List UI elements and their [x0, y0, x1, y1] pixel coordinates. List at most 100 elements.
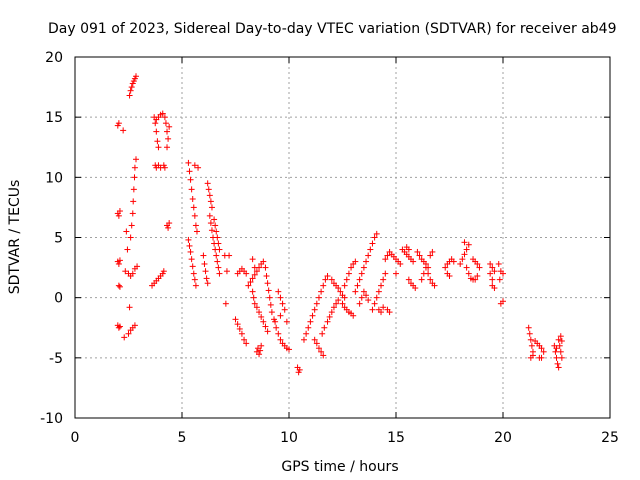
- data-point: [187, 248, 194, 255]
- data-point: [189, 195, 196, 202]
- data-point: [277, 294, 284, 301]
- data-point: [373, 294, 380, 301]
- data-point: [277, 312, 284, 319]
- data-point: [324, 273, 331, 280]
- data-point: [186, 242, 193, 249]
- data-point: [371, 234, 378, 241]
- data-point: [189, 263, 196, 270]
- data-point: [162, 120, 169, 127]
- data-point: [371, 300, 378, 307]
- data-point: [192, 222, 199, 229]
- data-point: [275, 288, 282, 295]
- data-point: [204, 180, 211, 187]
- data-point: [378, 282, 385, 289]
- data-point: [393, 270, 399, 277]
- data-point: [425, 270, 432, 277]
- data-point: [525, 324, 532, 331]
- data-point: [380, 304, 387, 311]
- y-tick-label: 15: [45, 110, 63, 126]
- x-tick-label: 5: [178, 430, 187, 446]
- data-point: [185, 159, 192, 166]
- data-point: [335, 297, 342, 304]
- x-tick-label: 10: [280, 430, 298, 446]
- data-point: [363, 292, 370, 299]
- data-point: [253, 304, 260, 311]
- data-point: [330, 304, 337, 311]
- data-point: [356, 300, 363, 307]
- data-point: [190, 270, 197, 277]
- data-point: [115, 282, 122, 289]
- data-point: [313, 300, 320, 307]
- data-point: [324, 318, 331, 325]
- data-point: [416, 252, 423, 259]
- data-point: [465, 270, 472, 277]
- data-point: [207, 198, 214, 205]
- data-point: [115, 212, 122, 219]
- data-point: [208, 204, 215, 211]
- data-point: [459, 256, 466, 263]
- data-point: [234, 321, 241, 328]
- data-point: [472, 276, 479, 283]
- data-point: [165, 224, 172, 231]
- data-point: [305, 324, 312, 331]
- data-point: [553, 345, 560, 352]
- data-point: [527, 336, 534, 343]
- data-point: [126, 92, 133, 99]
- data-point: [191, 276, 198, 283]
- data-point: [450, 258, 457, 265]
- data-point: [369, 306, 376, 313]
- data-point: [529, 352, 536, 359]
- data-point: [358, 270, 365, 277]
- data-point: [352, 258, 359, 265]
- data-point: [384, 252, 391, 259]
- data-point: [211, 216, 218, 223]
- data-point: [558, 337, 565, 344]
- data-point: [245, 282, 252, 289]
- data-point: [540, 348, 547, 355]
- data-point: [496, 276, 503, 283]
- data-point: [350, 312, 357, 319]
- data-point: [205, 186, 212, 193]
- data-point: [206, 192, 213, 199]
- data-point: [318, 288, 325, 295]
- data-point: [491, 268, 498, 275]
- data-point: [318, 348, 325, 355]
- data-point: [275, 330, 282, 337]
- data-point: [457, 260, 464, 267]
- data-point: [341, 282, 348, 289]
- data-point: [538, 354, 545, 361]
- y-tick-label: 10: [45, 170, 63, 186]
- data-point: [249, 275, 256, 282]
- data-point: [206, 212, 213, 219]
- data-point: [300, 336, 307, 343]
- data-point: [153, 128, 160, 135]
- data-point: [556, 342, 563, 349]
- x-tick-label: 0: [71, 430, 80, 446]
- data-point: [461, 251, 468, 258]
- data-point: [463, 264, 470, 271]
- data-point: [491, 285, 498, 292]
- data-point: [267, 301, 274, 308]
- data-point: [429, 248, 436, 255]
- data-point: [555, 364, 562, 371]
- data-point: [442, 264, 449, 271]
- data-point: [258, 342, 265, 349]
- data-point: [115, 324, 122, 331]
- data-point: [195, 164, 202, 171]
- data-point: [360, 264, 367, 271]
- data-point: [185, 236, 192, 243]
- data-point: [386, 309, 393, 316]
- data-point: [166, 220, 173, 227]
- data-point: [251, 271, 258, 278]
- plot-frame: [74, 56, 611, 419]
- data-point: [161, 164, 168, 171]
- data-point: [268, 309, 275, 316]
- data-point: [369, 240, 376, 247]
- data-point: [474, 273, 481, 280]
- data-point: [212, 222, 219, 229]
- data-point: [164, 144, 171, 151]
- data-point: [226, 252, 233, 259]
- data-point: [238, 330, 245, 337]
- data-point: [125, 330, 132, 337]
